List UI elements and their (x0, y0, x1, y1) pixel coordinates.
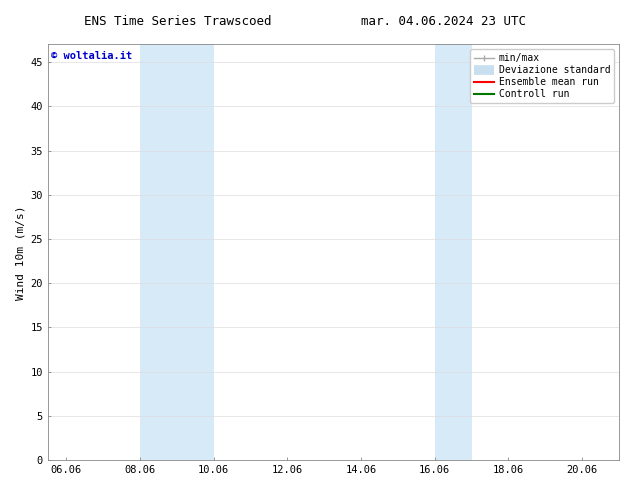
Y-axis label: Wind 10m (m/s): Wind 10m (m/s) (15, 205, 25, 299)
Text: © woltalia.it: © woltalia.it (51, 50, 132, 61)
Bar (435, 45, 472, 460)
Text: mar. 04.06.2024 23 UTC: mar. 04.06.2024 23 UTC (361, 15, 526, 28)
Text: ENS Time Series Trawscoed: ENS Time Series Trawscoed (84, 15, 271, 28)
Bar (140, 45, 214, 460)
Legend: min/max, Deviazione standard, Ensemble mean run, Controll run: min/max, Deviazione standard, Ensemble m… (470, 49, 614, 103)
